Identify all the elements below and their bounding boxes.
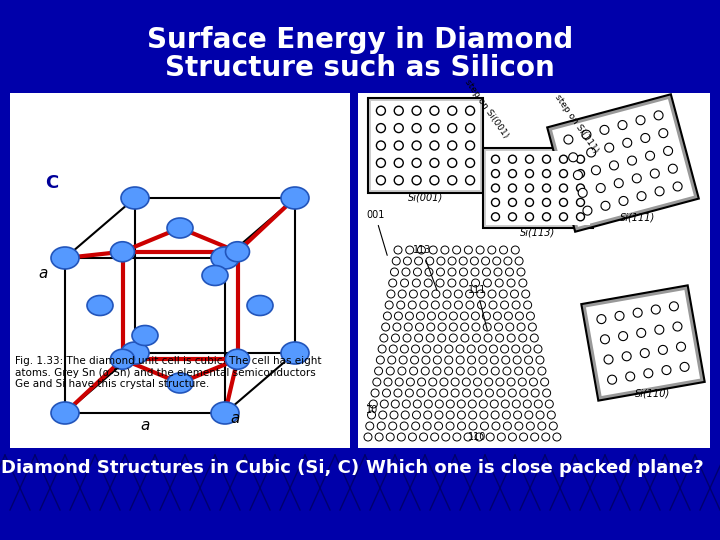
Text: Structure such as Silicon: Structure such as Silicon [165, 54, 555, 82]
Text: Surface Energy in Diamond: Surface Energy in Diamond [147, 26, 573, 54]
Bar [358, 93, 710, 448]
Text: Which one is close packed plane?: Which one is close packed plane? [366, 459, 704, 477]
Text: Diamond Structures in Cubic (Si, C): Diamond Structures in Cubic (Si, C) [1, 459, 359, 477]
Bar [10, 93, 350, 448]
